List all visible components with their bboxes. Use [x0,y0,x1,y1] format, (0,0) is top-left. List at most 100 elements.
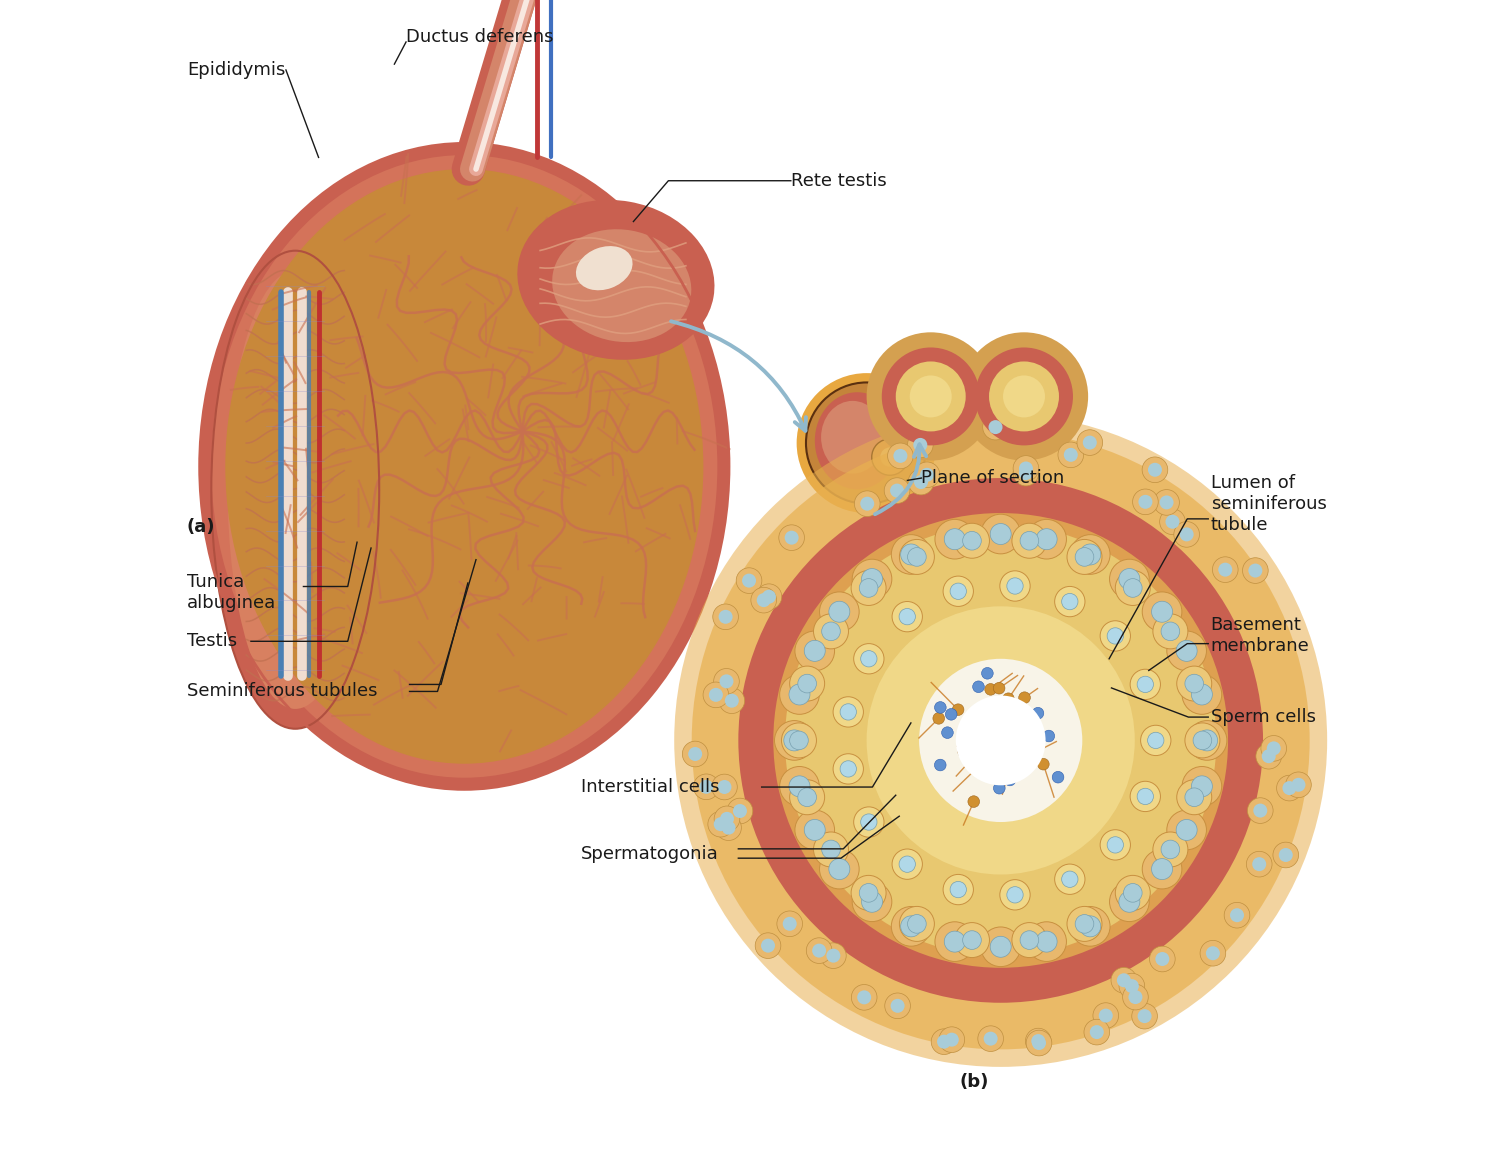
Circle shape [1286,772,1311,798]
Circle shape [827,949,840,963]
Circle shape [1036,932,1058,953]
Circle shape [1142,592,1182,632]
Circle shape [1176,820,1197,841]
Circle shape [1280,848,1293,862]
Circle shape [1028,922,1066,962]
Circle shape [1191,775,1212,796]
Text: Seminiferous tubules: Seminiferous tubules [188,682,378,701]
Circle shape [1132,489,1158,514]
Circle shape [892,602,922,632]
Circle shape [968,752,978,764]
Circle shape [958,746,969,758]
Circle shape [1052,772,1064,784]
Circle shape [1161,621,1179,640]
Circle shape [1212,557,1237,583]
Circle shape [944,874,974,905]
Circle shape [882,347,980,445]
Circle shape [1292,778,1305,792]
Circle shape [859,578,877,597]
FancyArrowPatch shape [874,444,926,514]
Circle shape [1176,780,1212,815]
Ellipse shape [518,199,714,360]
Circle shape [945,932,966,953]
Circle shape [1000,571,1030,602]
Circle shape [884,478,910,504]
Circle shape [804,640,825,661]
Circle shape [853,644,883,674]
Circle shape [1080,915,1101,936]
Circle shape [1138,494,1152,508]
Circle shape [1256,744,1281,770]
Circle shape [783,916,796,930]
Circle shape [710,688,723,702]
Circle shape [1167,631,1206,670]
Circle shape [1004,375,1046,417]
Circle shape [738,478,1263,1003]
Circle shape [704,682,729,708]
Circle shape [1125,979,1138,993]
Circle shape [720,674,734,688]
Circle shape [1149,946,1174,971]
Circle shape [891,999,904,1013]
Circle shape [1112,968,1137,993]
Circle shape [890,484,904,498]
Circle shape [859,497,874,511]
Circle shape [1137,788,1154,805]
Circle shape [1182,766,1221,806]
Circle shape [1054,586,1084,617]
Circle shape [891,906,932,946]
Circle shape [1064,448,1078,462]
Circle shape [908,469,934,494]
Circle shape [830,858,850,879]
Circle shape [1026,1028,1051,1054]
Ellipse shape [815,392,900,490]
Circle shape [894,449,908,463]
Circle shape [1042,730,1054,742]
Circle shape [990,524,1011,545]
Circle shape [813,833,849,868]
Circle shape [914,462,940,487]
Circle shape [1084,1019,1110,1045]
Circle shape [789,731,808,750]
Circle shape [840,704,856,721]
Circle shape [774,513,1228,968]
Circle shape [934,759,946,771]
Circle shape [1116,876,1150,911]
Circle shape [1160,496,1173,510]
Circle shape [934,702,946,714]
Circle shape [1128,990,1143,1004]
Circle shape [950,881,966,898]
Circle shape [1206,947,1219,961]
Circle shape [914,438,927,452]
Text: Interstitial cells: Interstitial cells [580,778,720,796]
Circle shape [1058,442,1083,468]
Circle shape [1185,788,1203,807]
Circle shape [756,584,782,610]
Circle shape [688,747,702,761]
Circle shape [778,525,804,550]
Circle shape [1154,833,1188,868]
Circle shape [993,782,1005,794]
Circle shape [963,532,981,550]
Circle shape [780,766,819,806]
Circle shape [852,881,892,921]
Circle shape [908,548,926,567]
Circle shape [1188,721,1227,760]
Circle shape [1167,810,1206,850]
Circle shape [1152,858,1173,879]
Circle shape [1122,984,1149,1010]
Circle shape [1166,514,1179,528]
Circle shape [954,524,990,559]
Circle shape [1014,750,1025,761]
Circle shape [859,884,877,902]
Circle shape [1130,781,1161,812]
Circle shape [1062,871,1078,887]
Circle shape [1032,1037,1046,1051]
Circle shape [945,1033,958,1047]
Circle shape [1066,540,1102,575]
Circle shape [714,668,740,694]
Circle shape [932,1028,957,1054]
Text: Sperm cells: Sperm cells [1210,708,1316,726]
Circle shape [1011,766,1023,778]
Circle shape [742,574,756,588]
